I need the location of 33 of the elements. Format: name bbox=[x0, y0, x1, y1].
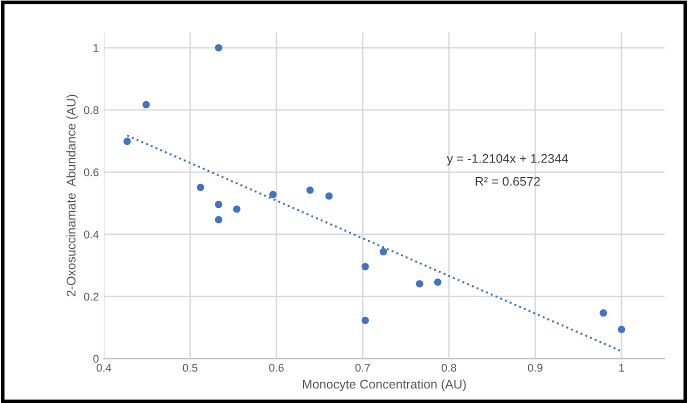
point bbox=[196, 184, 204, 192]
x-tick-label: 0.5 bbox=[182, 364, 198, 372]
x-tick-label: 0.8 bbox=[442, 364, 456, 372]
point bbox=[214, 200, 222, 208]
x-tick-label: 0.7 bbox=[355, 364, 370, 372]
point bbox=[214, 44, 222, 52]
point bbox=[306, 186, 314, 194]
y-axis-title: 2-Oxosuccinamate Abundance (AU) bbox=[66, 94, 78, 296]
x-tick-label: 0.9 bbox=[528, 364, 542, 372]
point bbox=[618, 326, 626, 334]
annotation: R² = 0.6572 bbox=[476, 176, 540, 186]
y-tick-label: 0.4 bbox=[84, 230, 99, 238]
point bbox=[434, 278, 442, 286]
point bbox=[380, 248, 388, 256]
x-axis-title: Monocyte Concentration (AU) bbox=[302, 379, 466, 392]
point bbox=[214, 216, 222, 224]
y-tick-label: 0 bbox=[93, 354, 99, 363]
point bbox=[142, 101, 150, 108]
annotation: y = -1.2104x + 1.2344 bbox=[446, 154, 568, 166]
point bbox=[233, 205, 240, 213]
point bbox=[269, 190, 277, 198]
y-tick-label: 1 bbox=[94, 44, 98, 52]
point bbox=[600, 309, 608, 317]
point bbox=[325, 192, 333, 200]
point bbox=[416, 280, 424, 288]
point bbox=[362, 262, 369, 270]
point bbox=[124, 138, 131, 146]
y-tick-label: 0.2 bbox=[84, 292, 98, 301]
y-tick-label: 0.8 bbox=[84, 106, 99, 114]
point bbox=[362, 316, 369, 324]
x-tick-label: 0.6 bbox=[269, 364, 284, 372]
y-tick-label: 0.6 bbox=[84, 168, 99, 176]
x-tick-label: 1 bbox=[619, 364, 624, 372]
